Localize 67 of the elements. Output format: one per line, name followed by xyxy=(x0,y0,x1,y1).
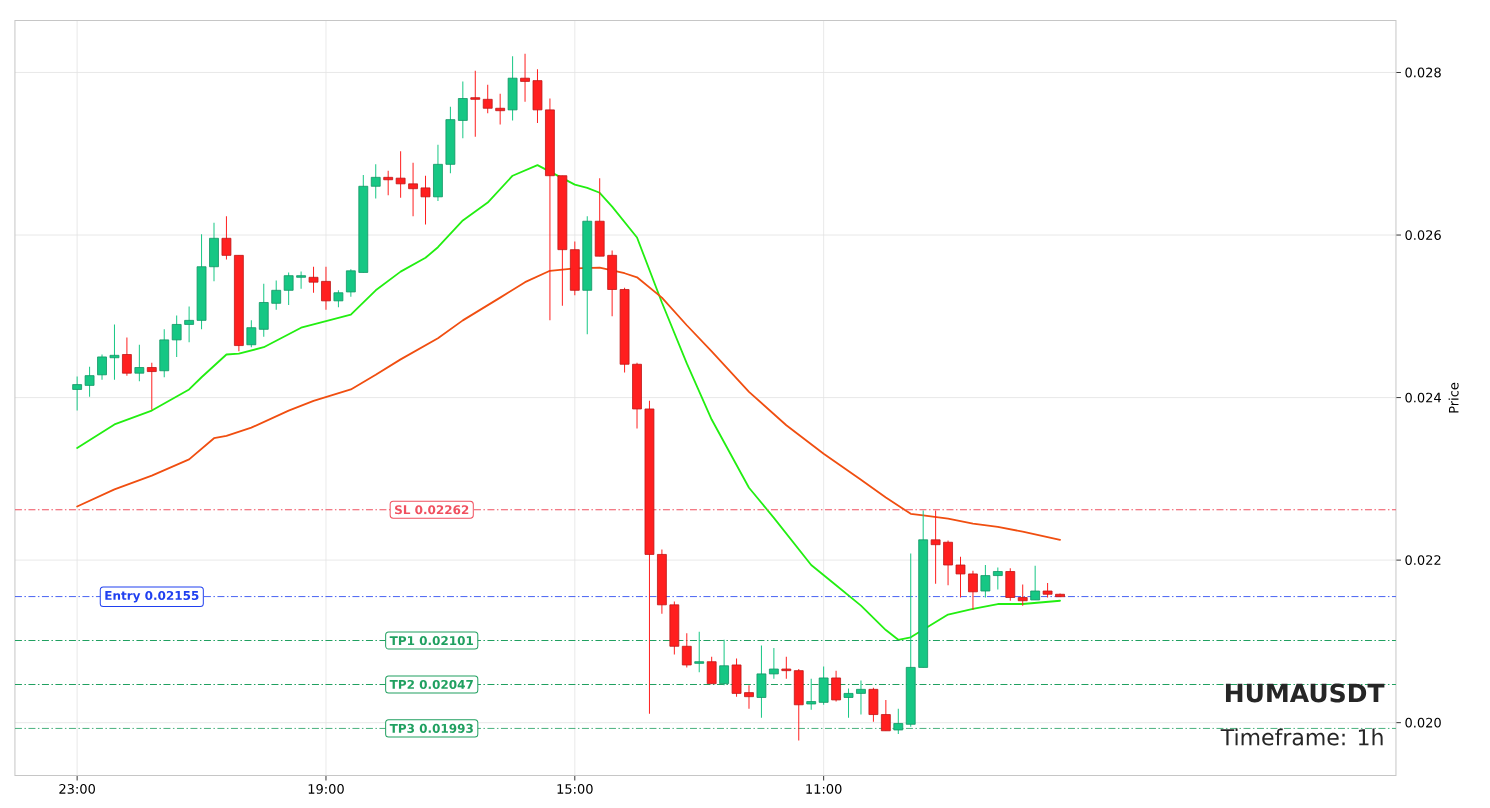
candlestick xyxy=(482,84,493,114)
ref-line-label: SL 0.02262 xyxy=(395,505,469,515)
candlestick xyxy=(184,306,194,343)
candlestick xyxy=(84,366,95,398)
x-tick-label: 11:00 xyxy=(806,784,842,794)
y-tick-label: 0.020 xyxy=(1405,717,1441,728)
x-tick-label: 15:00 xyxy=(557,784,593,794)
text: HUMAUSDT xyxy=(1225,683,1385,703)
candlestick xyxy=(134,344,145,382)
candlestick xyxy=(72,375,83,412)
candlestick xyxy=(345,268,356,298)
candlestick xyxy=(843,688,854,719)
candlestick xyxy=(271,280,282,311)
line-series xyxy=(76,266,1061,541)
candlestick xyxy=(283,271,294,306)
candlestick xyxy=(1017,584,1028,607)
candlestick xyxy=(296,271,306,290)
y-axis-title: Price xyxy=(1448,382,1459,413)
ref-line-label: Entry 0.02155 xyxy=(105,590,199,603)
candlestick xyxy=(943,540,953,586)
text: Timeframe: 1h xyxy=(1220,728,1383,746)
candlestick xyxy=(781,656,792,680)
candlestick xyxy=(1030,565,1041,601)
candlestick xyxy=(756,644,767,719)
ref-line-label: TP1 0.02101 xyxy=(389,636,473,646)
candlestick xyxy=(109,323,120,381)
candlestick xyxy=(97,354,107,381)
candlestick xyxy=(955,556,966,599)
y-tick-label: 0.024 xyxy=(1405,392,1441,403)
candlestick xyxy=(831,670,841,703)
y-tick-label: 0.022 xyxy=(1405,555,1441,566)
candlestick xyxy=(769,647,779,680)
candlestick xyxy=(383,170,394,196)
candlestick xyxy=(171,315,182,358)
candlestick xyxy=(719,639,729,686)
candlestick xyxy=(221,215,232,260)
x-tick-label: 23:00 xyxy=(59,784,95,794)
candlestick xyxy=(681,632,692,668)
candlestick xyxy=(992,566,1003,590)
candlestick xyxy=(146,362,157,411)
candlestick xyxy=(930,510,941,585)
candlestick xyxy=(694,631,705,673)
candlestick xyxy=(706,656,717,685)
candlestick xyxy=(744,684,754,710)
candlestick xyxy=(457,80,468,139)
candlestick xyxy=(408,162,418,217)
y-tick-label: 0.026 xyxy=(1405,230,1441,240)
candlestick xyxy=(420,175,431,225)
candlestick xyxy=(980,564,991,599)
candlestick xyxy=(880,699,891,732)
candlestick xyxy=(308,266,319,294)
candlestick xyxy=(395,150,406,199)
x-tick-label: 19:00 xyxy=(308,784,344,794)
candlestick xyxy=(893,708,904,735)
candlestick xyxy=(321,266,331,311)
candlestick xyxy=(968,570,978,611)
candlestick xyxy=(470,70,481,138)
candlestick xyxy=(370,163,381,199)
candlestick xyxy=(806,678,817,711)
ref-line-label: TP3 0.01993 xyxy=(389,723,473,733)
candlestick xyxy=(246,319,257,348)
y-tick-label: 0.028 xyxy=(1405,67,1441,78)
candlestick xyxy=(856,679,866,716)
candlestick xyxy=(520,53,530,103)
candlestick xyxy=(122,336,132,377)
ref-line-label: TP2 0.02047 xyxy=(389,679,473,690)
candlestick xyxy=(495,93,506,126)
